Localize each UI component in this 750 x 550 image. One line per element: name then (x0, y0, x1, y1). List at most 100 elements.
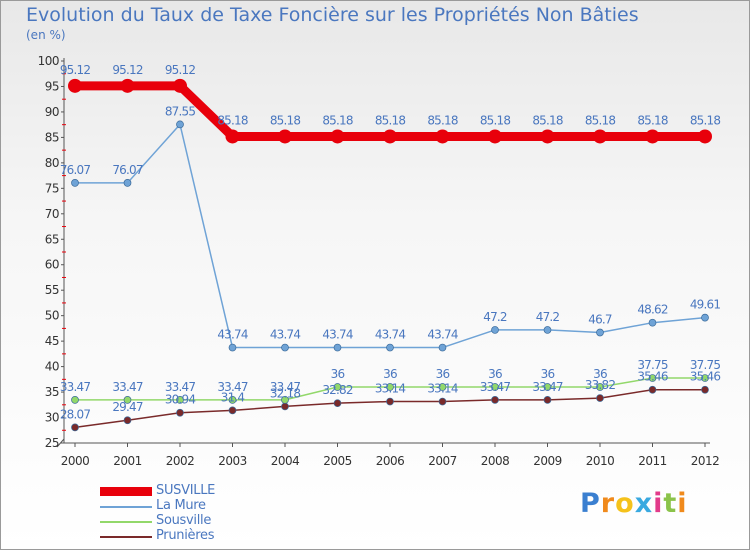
data-point (648, 374, 657, 382)
data-point (333, 399, 342, 408)
legend-label: SUSVILLE (156, 483, 216, 498)
legend-label: La Mure (156, 498, 206, 513)
axis-break (56, 438, 65, 448)
data-point (648, 385, 657, 394)
y-tick-label: 85 (45, 130, 59, 144)
y-tick-label: 25 (45, 436, 59, 450)
x-tick-label: 2007 (428, 454, 457, 468)
data-label: 37.75 (637, 358, 668, 372)
data-point (698, 129, 712, 144)
data-point (491, 383, 499, 391)
x-tick-label: 2005 (323, 454, 352, 468)
data-label: 29.47 (112, 400, 143, 414)
data-label: 35.46 (637, 370, 668, 384)
x-tick-label: 2002 (166, 454, 195, 468)
data-label: 33.14 (375, 382, 406, 396)
data-point (488, 129, 502, 144)
y-tick-label: 45 (45, 334, 59, 348)
data-label: 47.2 (536, 310, 560, 324)
y-tick-label: 80 (45, 156, 59, 170)
data-point (701, 313, 709, 322)
data-point (281, 402, 289, 411)
y-tick-label: 90 (45, 105, 59, 119)
data-point (123, 179, 132, 187)
data-point (225, 129, 240, 144)
y-tick-label: 55 (45, 283, 59, 297)
data-point (543, 326, 552, 334)
data-label: 76.07 (60, 163, 91, 177)
data-label: 85.18 (217, 113, 248, 127)
data-label: 31.4 (221, 390, 245, 404)
data-label: 85.18 (690, 113, 721, 127)
data-point (438, 383, 447, 391)
y-tick-label: 50 (45, 309, 59, 323)
data-label: 37.75 (690, 358, 721, 372)
data-label: 48.62 (637, 303, 668, 317)
data-label: 43.74 (427, 328, 458, 342)
data-label: 36 (593, 367, 607, 381)
data-point (596, 394, 604, 402)
data-label: 95.12 (165, 63, 196, 77)
data-label: 95.12 (112, 63, 143, 77)
data-point (386, 343, 394, 352)
x-tick-label: 2009 (533, 454, 562, 468)
data-label: 28.07 (60, 407, 91, 421)
data-point (71, 396, 79, 404)
data-label: 33.47 (532, 380, 563, 394)
data-label: 85.18 (532, 113, 563, 127)
data-point (173, 78, 187, 93)
data-point (68, 78, 82, 93)
x-tick-label: 2006 (376, 454, 405, 468)
data-point (281, 396, 289, 404)
data-point (123, 396, 132, 404)
data-label: 32.18 (270, 386, 301, 400)
data-label: 30.94 (165, 393, 196, 407)
data-label: 36 (488, 367, 502, 381)
data-point (333, 343, 342, 352)
data-point (228, 396, 237, 404)
data-point (386, 383, 394, 391)
proxiti-logo: Proxiti (580, 488, 688, 519)
data-point (71, 423, 79, 432)
data-label: 36 (383, 367, 397, 381)
data-point (648, 318, 657, 327)
data-point (438, 343, 447, 352)
data-label: 46.7 (588, 312, 612, 326)
legend-swatch (100, 536, 152, 538)
data-label: 33.47 (112, 380, 143, 394)
y-tick-label: 65 (45, 232, 59, 246)
data-point (701, 385, 709, 394)
data-point (543, 396, 552, 404)
data-label: 33.47 (270, 380, 301, 394)
data-point (596, 328, 604, 337)
data-label: 47.2 (483, 310, 507, 324)
data-label: 33.47 (217, 380, 248, 394)
data-label: 32.82 (322, 383, 353, 397)
data-label: 33.14 (427, 382, 458, 396)
legend-swatch (100, 506, 152, 508)
data-point (438, 397, 447, 406)
data-point (435, 129, 450, 144)
data-label: 85.18 (585, 113, 616, 127)
x-tick-label: 2010 (586, 454, 615, 468)
data-point (228, 343, 237, 352)
y-tick-label: 95 (45, 79, 59, 93)
x-tick-label: 2003 (218, 454, 247, 468)
x-tick-label: 2000 (61, 454, 90, 468)
data-point (386, 397, 394, 406)
y-tick-label: 35 (45, 385, 59, 399)
data-point (645, 129, 660, 144)
data-label: 33.82 (585, 378, 616, 392)
data-point (540, 129, 555, 144)
data-label: 43.74 (217, 328, 248, 342)
chart-unit: (en %) (26, 28, 66, 42)
data-label: 35.46 (690, 370, 721, 384)
data-point (176, 408, 184, 417)
legend-label: Prunières (156, 528, 215, 543)
y-tick-label: 60 (45, 258, 59, 272)
data-label: 33.47 (165, 380, 196, 394)
data-label: 95.12 (60, 63, 91, 77)
data-point (120, 78, 135, 93)
data-point (333, 383, 342, 391)
data-point (383, 129, 397, 144)
